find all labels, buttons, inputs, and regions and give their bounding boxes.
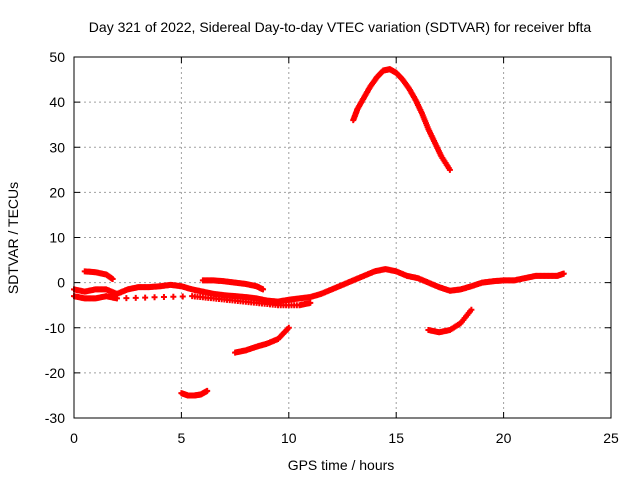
chart-title: Day 321 of 2022, Sidereal Day-to-day VTE… (89, 19, 592, 35)
data-point (307, 299, 314, 306)
series-high-arc (350, 66, 453, 173)
data-point (260, 286, 267, 293)
data-point (170, 293, 177, 300)
data-point (560, 270, 567, 277)
data-point (123, 295, 130, 302)
y-tick-label: 30 (49, 139, 65, 155)
y-axis: -30 -20 -10 0 10 20 30 40 50 (45, 49, 611, 426)
data-point (109, 276, 116, 283)
y-tick-label: 0 (57, 275, 65, 291)
x-axis-label: GPS time / hours (288, 457, 395, 473)
data-point (468, 306, 475, 313)
series-main-band (71, 266, 567, 305)
series-lower-segment-3 (425, 306, 475, 336)
data-point (446, 166, 453, 173)
x-tick-label: 20 (496, 430, 512, 446)
y-axis-label: SDTVAR / TECUs (5, 182, 21, 294)
data-point (204, 387, 211, 394)
data-point (179, 293, 186, 300)
data-point (113, 295, 120, 302)
data-point (142, 294, 149, 301)
series-mid-lower-band (71, 293, 314, 309)
x-tick-label: 5 (178, 430, 186, 446)
y-tick-label: -30 (45, 410, 65, 426)
y-tick-label: 50 (49, 49, 65, 65)
y-tick-label: -20 (45, 365, 65, 381)
data-point (132, 294, 139, 301)
data-points (71, 66, 567, 399)
series-lower-segment-2 (178, 387, 211, 399)
series-upper-band (81, 268, 116, 283)
x-tick-label: 0 (70, 430, 78, 446)
data-point (160, 294, 167, 301)
data-point (151, 294, 158, 301)
grid (74, 57, 611, 418)
y-tick-label: 10 (49, 230, 65, 246)
x-axis: 0 5 10 15 20 25 (70, 57, 619, 446)
x-tick-label: 10 (281, 430, 297, 446)
x-tick-label: 15 (388, 430, 404, 446)
y-tick-label: 40 (49, 94, 65, 110)
series-secondary-band (199, 277, 267, 293)
series-lower-segment-1 (232, 324, 292, 356)
y-tick-label: -10 (45, 320, 65, 336)
data-point (285, 324, 292, 331)
y-tick-label: 20 (49, 184, 65, 200)
x-tick-label: 25 (603, 430, 619, 446)
